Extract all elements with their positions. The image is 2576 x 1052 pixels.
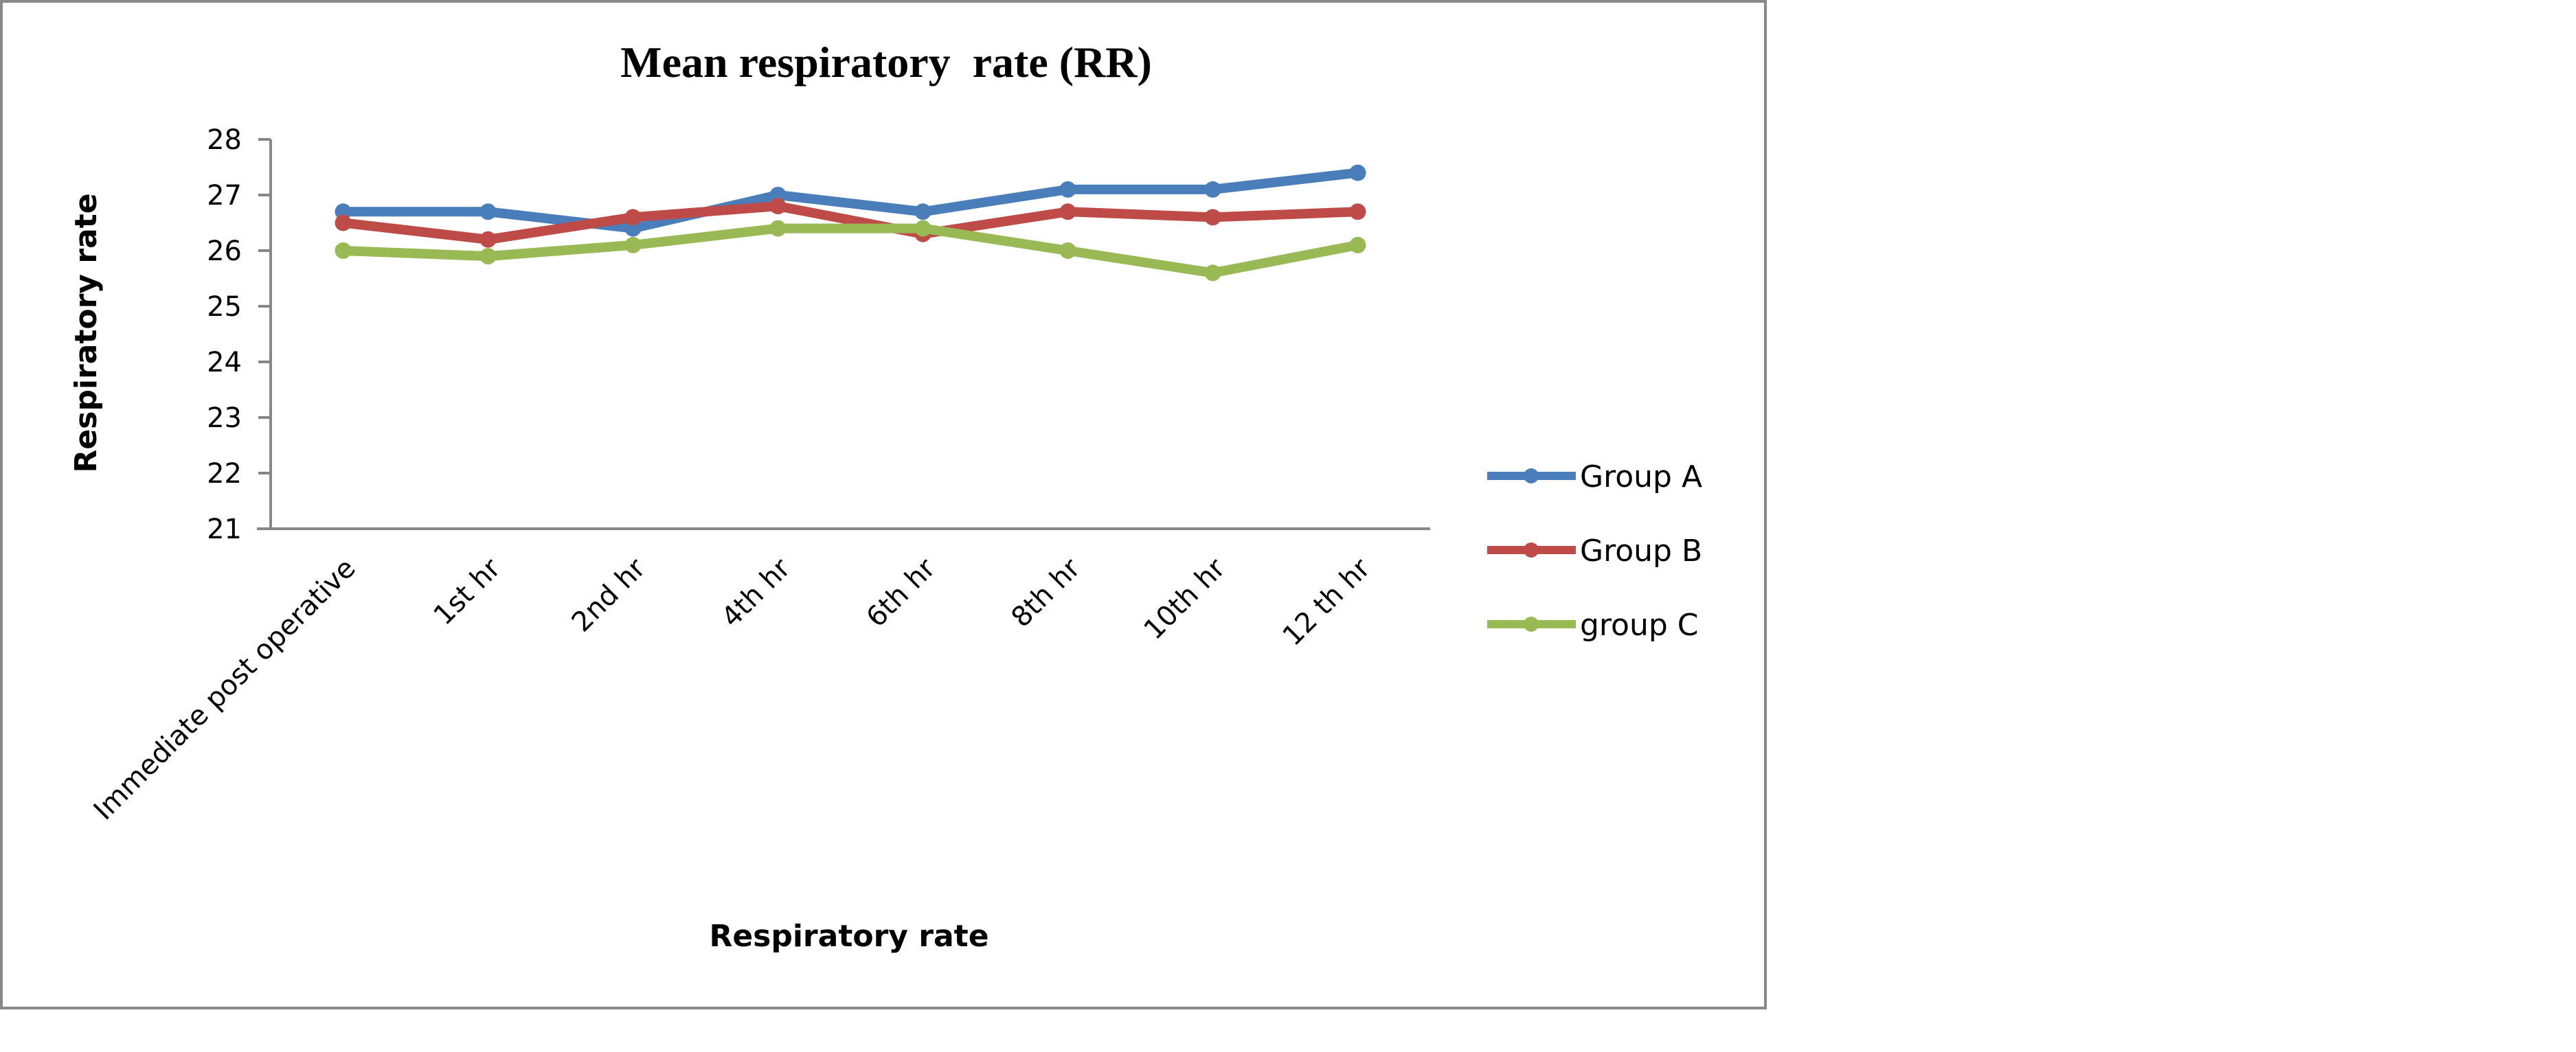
line-chart: Mean respiratory rate (RR) Respiratory r… (69, 38, 1702, 954)
series-group (335, 164, 1366, 282)
legend: Group A Group B group C (1487, 459, 1702, 643)
data-point (1059, 181, 1076, 198)
data-point (914, 203, 931, 220)
data-point (335, 242, 352, 259)
x-tick-label: 10th hr (1138, 552, 1231, 645)
series-group-b (335, 198, 1366, 248)
legend-label: Group B (1580, 534, 1702, 569)
y-tick-label: 26 (207, 236, 242, 267)
x-tick-label: 6th hr (860, 552, 941, 633)
axes (257, 139, 1430, 530)
y-tick-label: 24 (207, 347, 242, 378)
legend-label: group C (1580, 608, 1699, 643)
data-point (624, 236, 642, 253)
data-point (1204, 181, 1221, 198)
data-point (479, 231, 497, 248)
data-point (769, 220, 787, 237)
legend-item: Group A (1487, 459, 1702, 494)
data-point (769, 198, 787, 215)
y-ticks: 21 22 23 24 25 26 27 28 (207, 124, 271, 545)
x-tick-label: 2nd hr (566, 552, 652, 638)
data-point (479, 248, 497, 265)
data-point (1349, 164, 1366, 181)
x-tick-label: 1st hr (428, 552, 507, 631)
x-tick-label: 4th hr (715, 552, 796, 633)
data-point (335, 214, 352, 231)
series-line (343, 168, 1359, 233)
y-tick-label: 25 (207, 291, 242, 323)
data-point (1349, 203, 1366, 220)
x-tick-label: 12 th hr (1276, 552, 1376, 652)
legend-marker-icon (1524, 542, 1539, 558)
series-line (343, 223, 1359, 278)
x-tick-label: Immediate post operative (88, 553, 362, 827)
y-tick-label: 27 (207, 180, 242, 211)
chart-frame (0, 0, 1767, 1009)
data-point (914, 220, 931, 237)
legend-marker-icon (1524, 617, 1539, 632)
x-axis-title: Respiratory rate (709, 919, 988, 954)
series-line (342, 201, 1358, 244)
data-point (624, 209, 642, 226)
chart-title: Mean respiratory rate (RR) (620, 38, 1152, 87)
legend-label: Group A (1580, 459, 1702, 494)
legend-marker-icon (1524, 468, 1539, 483)
legend-item: group C (1487, 608, 1699, 643)
x-tick-label: 8th hr (1005, 552, 1086, 633)
x-ticks: Immediate post operative 1st hr 2nd hr 4th … (88, 552, 1377, 826)
y-axis-title: Respiratory rate (69, 193, 104, 472)
data-point (1204, 264, 1221, 282)
data-point (1349, 236, 1366, 253)
data-point (1204, 209, 1221, 226)
data-point (1059, 203, 1076, 220)
legend-item: Group B (1487, 534, 1702, 569)
data-point (1059, 242, 1076, 259)
y-tick-label: 28 (207, 124, 242, 156)
y-tick-label: 22 (207, 458, 242, 490)
y-tick-label: 21 (207, 514, 242, 545)
data-point (479, 203, 497, 220)
series-group-c (335, 220, 1366, 282)
y-tick-label: 23 (207, 402, 242, 434)
